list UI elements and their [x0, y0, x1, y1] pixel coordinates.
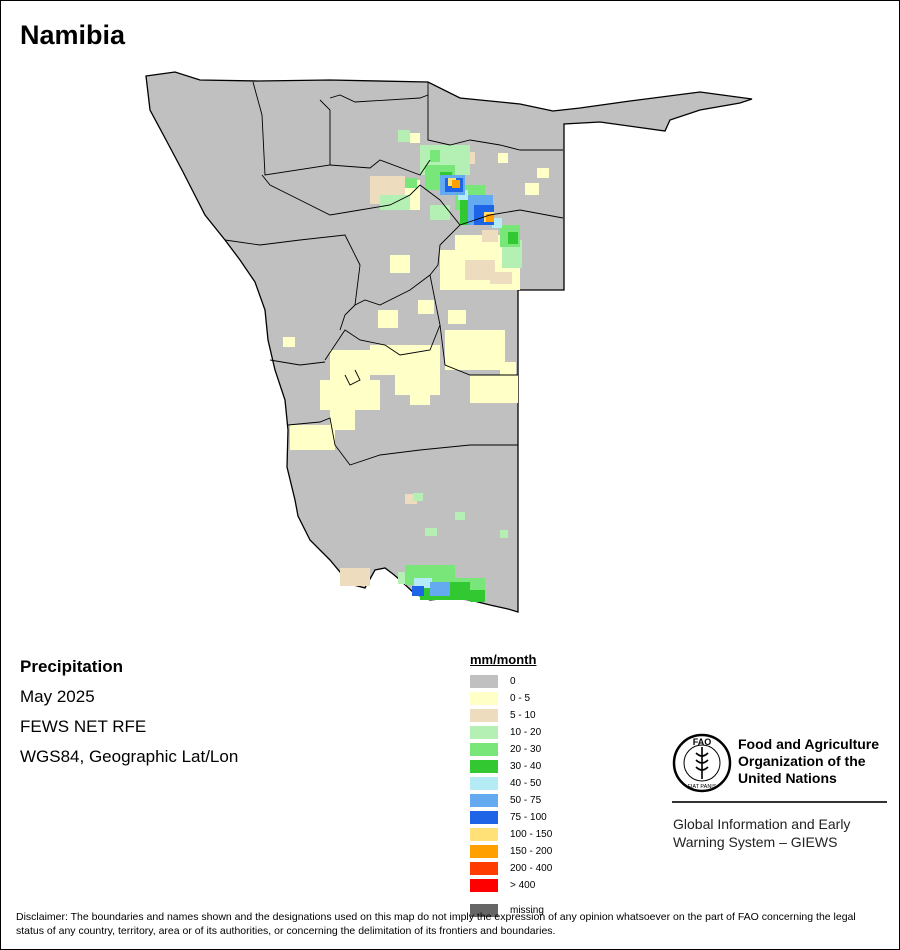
- legend-label: 10 - 20: [510, 727, 542, 738]
- legend-item: 5 - 10: [470, 707, 552, 724]
- legend-swatch: [470, 743, 498, 756]
- legend-item: 40 - 50: [470, 775, 552, 792]
- legend-swatch: [470, 794, 498, 807]
- legend-swatch: [470, 811, 498, 824]
- legend-label: 0: [510, 676, 516, 687]
- legend-rows: 0 0 - 5 5 - 10 10 - 20 20 - 30 30 - 40 40 - 50…: [470, 673, 552, 894]
- legend-swatch: [470, 777, 498, 790]
- legend-swatch: [470, 828, 498, 841]
- org-name: Food and Agriculture Organization of the…: [738, 736, 880, 786]
- org-divider: [672, 801, 887, 803]
- region-boundaries: [224, 81, 564, 466]
- legend-swatch: [470, 845, 498, 858]
- legend-label: 30 - 40: [510, 761, 542, 772]
- legend-title: mm/month: [470, 652, 537, 667]
- disclaimer: Disclaimer: The boundaries and names sho…: [16, 911, 856, 937]
- legend-swatch: [470, 709, 498, 722]
- legend-missing: missing: [470, 902, 552, 919]
- source-label: FEWS NET RFE: [20, 717, 147, 736]
- variable-label: Precipitation: [20, 657, 123, 676]
- namibia-map: [145, 71, 753, 613]
- projection-label: WGS84, Geographic Lat/Lon: [20, 747, 239, 766]
- legend-label-missing: missing: [510, 905, 544, 916]
- legend-label: 20 - 30: [510, 744, 542, 755]
- legend-swatch: [470, 692, 498, 705]
- legend-item: 50 - 75: [470, 792, 552, 809]
- legend-item: 200 - 400: [470, 860, 552, 877]
- legend-swatch: [470, 675, 498, 688]
- legend-item: 0: [470, 673, 552, 690]
- legend-item: > 400: [470, 877, 552, 894]
- legend-label: > 400: [510, 880, 536, 891]
- legend-label: 200 - 400: [510, 863, 553, 874]
- legend-label: 150 - 200: [510, 846, 553, 857]
- period-label: May 2025: [20, 687, 95, 706]
- legend-item: 150 - 200: [470, 843, 552, 860]
- fao-logo: FAO FIAT PANIS: [672, 733, 732, 793]
- fao-logo-text: FAO: [693, 737, 712, 747]
- legend-label: 75 - 100: [510, 812, 547, 823]
- legend-swatch: [470, 862, 498, 875]
- map-title: Namibia: [20, 20, 126, 50]
- fao-logo-motto: FIAT PANIS: [687, 784, 716, 790]
- legend-item: 10 - 20: [470, 724, 552, 741]
- giews-label: Global Information and Early Warning Sys…: [673, 816, 851, 850]
- legend-item: 75 - 100: [470, 809, 552, 826]
- legend-label: 40 - 50: [510, 778, 542, 789]
- legend-swatch: [470, 726, 498, 739]
- legend-item: 20 - 30: [470, 741, 552, 758]
- legend-item: 0 - 5: [470, 690, 552, 707]
- legend: mm/month 0 0 - 5 5 - 10 10 - 20 20 - 30 30 - …: [470, 652, 552, 919]
- legend-label: 5 - 10: [510, 710, 536, 721]
- legend-label: 50 - 75: [510, 795, 542, 806]
- legend-item: 100 - 150: [470, 826, 552, 843]
- legend-swatch: [470, 760, 498, 773]
- legend-item: 30 - 40: [470, 758, 552, 775]
- legend-label: 100 - 150: [510, 829, 553, 840]
- legend-swatch-missing: [470, 904, 498, 917]
- legend-label: 0 - 5: [510, 693, 531, 704]
- precip-150-200: [452, 180, 494, 222]
- legend-swatch: [470, 879, 498, 892]
